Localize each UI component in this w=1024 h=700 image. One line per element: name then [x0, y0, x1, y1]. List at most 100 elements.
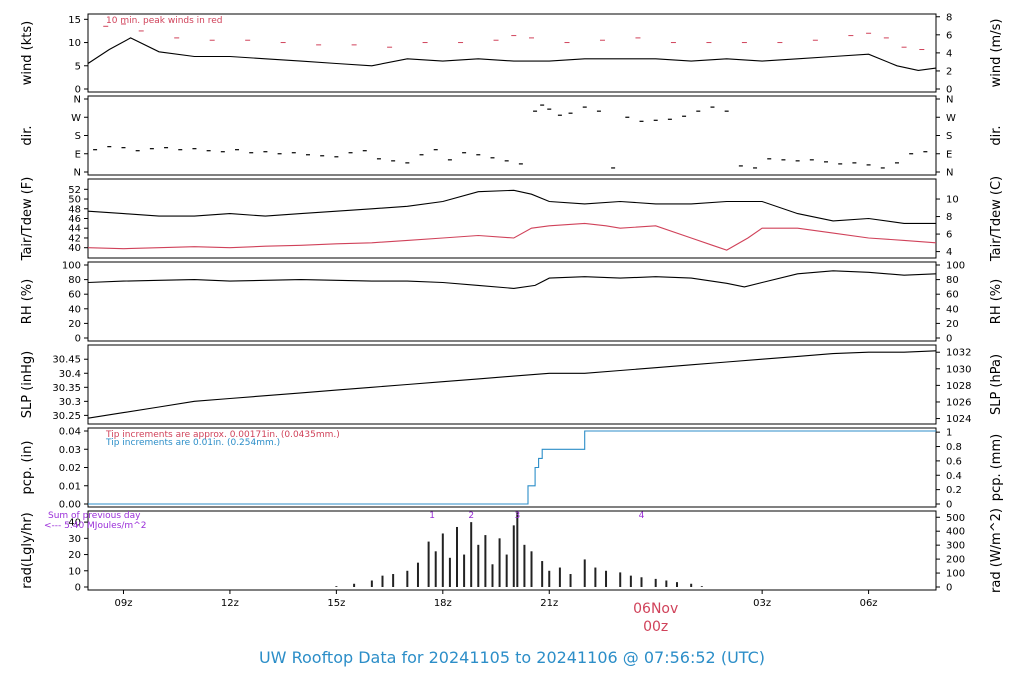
right-tick-label: 40: [946, 304, 959, 315]
left-tick-label: 44: [68, 224, 81, 235]
right-tick-label: 10: [946, 195, 959, 206]
radiation-marker: 1: [429, 511, 435, 521]
panel-frame: [87, 95, 937, 176]
ylabel-left: SLP (inHg): [20, 351, 35, 419]
panel-precipitation: 0.00 0.01 0.02 0.03 0.04 0 0.2 0.4 0.6 0.8 1 pcp. (…: [20, 427, 1004, 511]
left-tick-label: 30.3: [59, 397, 81, 408]
left-tick-label: 10: [68, 566, 81, 577]
left-tick-label: 30: [68, 534, 81, 545]
left-tick-label: 5: [75, 61, 81, 72]
right-tick-label: 0.8: [946, 442, 962, 453]
left-tick-label: 30.4: [59, 369, 81, 380]
left-tick-label: 52: [68, 185, 81, 196]
panel-pressure: 30.25 30.3 30.35 30.4 30.45 1024 1026 1028 1030 1…: [20, 344, 1004, 425]
left-tick-label: 40: [68, 243, 81, 254]
radiation-sum-label: Sum of previous day: [48, 511, 141, 521]
series-line-wind-speed: [87, 37, 937, 71]
right-tick-label: 4: [946, 48, 952, 59]
series-line-cumulative: [88, 430, 936, 505]
left-tick-label: W: [71, 113, 81, 124]
left-tick-label: 30.25: [52, 411, 81, 422]
left-tick-label: 46: [68, 214, 81, 225]
left-tick-label: 30.45: [52, 355, 81, 366]
left-tick-label: 20: [68, 319, 81, 330]
panel-frame: [87, 344, 937, 425]
precip-note-fine: Tip increments are approx. 0.00171in. (0…: [105, 430, 340, 440]
left-tick-label: 30.35: [52, 383, 81, 394]
right-tick-label: 0.2: [946, 485, 962, 496]
left-tick-label: 0.01: [59, 481, 81, 492]
right-tick-label: N: [946, 95, 953, 106]
x-tick-label: 21z: [540, 598, 558, 609]
ylabel-left: pcp. (in): [20, 441, 35, 495]
right-tick-label: 4: [946, 247, 952, 258]
radiation-marker: 3: [514, 511, 520, 521]
left-tick-label: 10: [68, 38, 81, 49]
right-tick-label: 500: [946, 513, 965, 524]
left-tick-label: 48: [68, 204, 81, 215]
x-tick-label: 12z: [221, 598, 239, 609]
left-tick-label: 15: [68, 15, 81, 26]
panel-wind: 0 5 10 15 0 2 4 6 8 wind (kts) wind (m/s) 10 min. p…: [20, 12, 1004, 95]
left-tick-label: 40: [68, 518, 81, 529]
footer-title: UW Rooftop Data for 20241105 to 20241106…: [258, 648, 766, 667]
left-tick-label: N: [74, 95, 81, 106]
left-tick-label: 40: [68, 304, 81, 315]
left-tick-label: N: [74, 168, 81, 179]
right-tick-label: 1026: [946, 397, 971, 408]
right-tick-label: 80: [946, 275, 959, 286]
panel-frame: [87, 510, 937, 591]
right-tick-label: 8: [946, 12, 952, 23]
right-tick-label: 0.4: [946, 471, 962, 482]
precip-note-coarse: Tip increments are 0.01in. (0.254mm.): [105, 438, 280, 448]
right-tick-label: S: [946, 131, 952, 142]
right-tick-label: 60: [946, 290, 959, 301]
panel-humidity: 0 20 40 60 80 100 0 20 40 60 80 100 RH (%) RH (%): [20, 261, 1004, 345]
ylabel-right: RH (%): [989, 279, 1004, 324]
right-tick-label: 1024: [946, 414, 971, 425]
ylabel-right: SLP (hPa): [989, 354, 1004, 415]
date-marker-time: 00z: [643, 619, 668, 635]
left-tick-label: E: [75, 149, 81, 160]
date-marker-date: 06Nov: [633, 601, 678, 617]
ylabel-right: Tair/Tdew (C): [989, 176, 1004, 262]
right-tick-label: 0: [946, 583, 952, 594]
left-tick-label: 0.04: [59, 427, 81, 438]
right-tick-label: 0.6: [946, 456, 962, 467]
left-tick-label: 50: [68, 195, 81, 206]
right-tick-label: N: [946, 168, 953, 179]
right-tick-label: 300: [946, 541, 965, 552]
ylabel-left: wind (kts): [20, 21, 35, 85]
series-line-tair: [87, 189, 936, 224]
right-tick-label: 100: [946, 569, 965, 580]
left-tick-label: 0.00: [59, 500, 81, 511]
ylabel-left: Tair/Tdew (F): [20, 177, 35, 262]
ylabel-right: rad (W/m^2): [989, 508, 1004, 593]
right-tick-label: 6: [946, 230, 952, 241]
left-tick-label: 60: [68, 290, 81, 301]
right-tick-label: 0: [946, 500, 952, 511]
right-tick-label: 1032: [946, 348, 971, 359]
radiation-sum-value: <--- 5.40 MJoules/m^2: [44, 521, 146, 531]
ylabel-left: RH (%): [20, 279, 35, 324]
series-line-tdew: [87, 222, 937, 251]
x-tick-label: 18z: [434, 598, 452, 609]
x-tick-label: 15z: [327, 598, 345, 609]
left-tick-label: 80: [68, 275, 81, 286]
ylabel-right: wind (m/s): [989, 19, 1004, 88]
left-tick-label: 42: [68, 233, 81, 244]
left-tick-label: 0: [75, 583, 81, 594]
left-tick-label: 100: [62, 261, 81, 272]
right-tick-label: 400: [946, 527, 965, 538]
radiation-marker: 2: [468, 511, 474, 521]
right-tick-label: 0: [946, 334, 952, 345]
time-axis: 06Nov 00z 09z 12z 15z 18z 21z 03z 06z: [114, 590, 878, 635]
left-tick-label: 20: [68, 550, 81, 561]
right-tick-label: 1028: [946, 381, 971, 392]
ylabel-left: dir.: [20, 125, 35, 145]
left-tick-label: S: [75, 131, 81, 142]
right-tick-label: 6: [946, 30, 952, 41]
